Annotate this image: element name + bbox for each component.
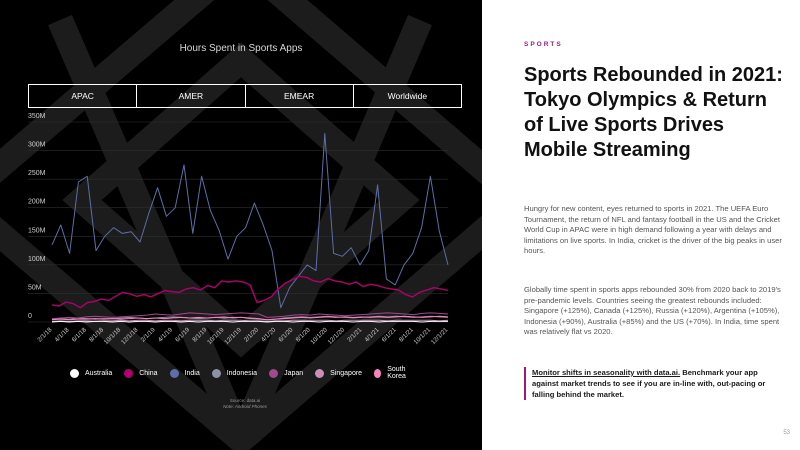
x-tick-label: 10/1/19 — [206, 326, 226, 346]
legend-label: China — [139, 369, 158, 377]
line-chart: 0 50M 100M 150M 200M 250M 300M 350M 2/1/18 4/1/18… — [28, 113, 450, 346]
x-tick-label: 12/1/19 — [223, 326, 243, 346]
x-tick-label: 10/1/18 — [103, 326, 123, 346]
x-tick-label: 2/1/20 — [243, 326, 261, 344]
source-note: Note: Android Phones — [223, 404, 267, 409]
text-panel: SPORTS Sports Rebounded in 2021: Tokyo O… — [482, 0, 800, 450]
series-line-japan — [51, 312, 449, 320]
section-kicker: SPORTS — [524, 41, 563, 48]
chart-legend: Australia China India Indonesia Japan Singapo… — [70, 366, 430, 380]
series-line-india — [51, 132, 449, 309]
y-tick-label: 0 — [28, 313, 32, 320]
tab-apac[interactable]: APAC — [29, 85, 138, 107]
legend-swatch — [70, 368, 79, 378]
series-line-indonesia — [51, 315, 449, 321]
x-tick-label: 4/1/21 — [363, 326, 381, 344]
x-tick-label: 6/1/21 — [381, 326, 399, 344]
data-ai-link[interactable]: Monitor shifts in seasonality with data.… — [532, 368, 681, 377]
legend-label: South Korea — [387, 366, 406, 380]
y-tick-label: 300M — [28, 142, 46, 149]
chart-panel: Hours Spent in Sports Apps APAC AMER EME… — [0, 0, 482, 450]
tab-amer[interactable]: AMER — [137, 85, 246, 107]
x-tick-label: 4/1/19 — [157, 326, 175, 344]
x-tick-label: 4/1/18 — [54, 326, 72, 344]
legend-swatch — [124, 368, 134, 378]
region-tabs: APAC AMER EMEAR Worldwide — [28, 84, 462, 108]
legend-item: Indonesia — [211, 368, 258, 378]
legend-item: China — [124, 368, 158, 378]
legend-label: India — [184, 369, 200, 377]
legend-item: Japan — [269, 368, 304, 378]
legend-item: South Korea — [374, 366, 418, 380]
y-tick-label: 150M — [28, 227, 46, 234]
y-tick-label: 100M — [28, 256, 46, 263]
x-tick-label: 10/1/21 — [413, 326, 433, 346]
legend-swatch — [315, 368, 325, 378]
x-tick-label: 2/1/19 — [140, 326, 158, 344]
legend-label: Japan — [284, 369, 304, 377]
x-tick-label: 10/1/20 — [309, 326, 329, 346]
y-tick-label: 50M — [28, 284, 42, 291]
x-tick-label: 6/1/18 — [71, 326, 89, 344]
x-tick-label: 2/1/21 — [346, 326, 364, 344]
legend-label: Singapore — [330, 369, 363, 377]
series-line-south-korea — [51, 315, 449, 321]
x-tick-label: 12/1/20 — [327, 326, 347, 346]
x-tick-label: 2/1/18 — [36, 326, 54, 344]
body-paragraph-1: Hungry for new content, eyes returned to… — [524, 204, 782, 255]
legend-swatch — [211, 368, 221, 378]
legend-swatch — [374, 368, 382, 378]
y-tick-label: 250M — [28, 170, 46, 177]
tab-worldwide[interactable]: Worldwide — [387, 91, 428, 101]
source-line: Source: data.ai — [229, 398, 261, 403]
body-paragraph-2: Globally time spent in sports apps rebou… — [524, 285, 781, 336]
chart-source: Source: data.ai Note: Android Phones — [205, 398, 285, 410]
legend-label: Australia — [85, 369, 113, 377]
legend-item: Singapore — [315, 368, 363, 378]
series-line-china — [51, 275, 449, 309]
call-to-action: Monitor shifts in seasonality with data.… — [524, 367, 782, 400]
page-number: 53 — [783, 430, 790, 436]
y-tick-label: 200M — [28, 199, 46, 206]
x-tick-label: 12/1/21 — [430, 326, 450, 346]
legend-label: Indonesia — [226, 369, 258, 377]
legend-item: Australia — [70, 368, 113, 378]
legend-swatch — [169, 368, 179, 378]
page-title: Sports Rebounded in 2021: Tokyo Olympics… — [524, 64, 783, 161]
tab-emear[interactable]: EMEAR — [246, 85, 354, 107]
cta-text: Benchmark your app against market trends… — [532, 368, 766, 399]
x-tick-label: 4/1/20 — [260, 326, 278, 344]
y-tick-label: 350M — [28, 113, 46, 120]
series-line-australia — [51, 320, 448, 323]
x-tick-label: 6/1/19 — [174, 326, 192, 344]
x-tick-label: 6/1/20 — [277, 326, 295, 344]
legend-item: India — [169, 368, 200, 378]
chart-title: Hours Spent in Sports Apps — [179, 43, 303, 54]
legend-swatch — [269, 368, 279, 378]
x-tick-label: 12/1/18 — [120, 326, 140, 346]
